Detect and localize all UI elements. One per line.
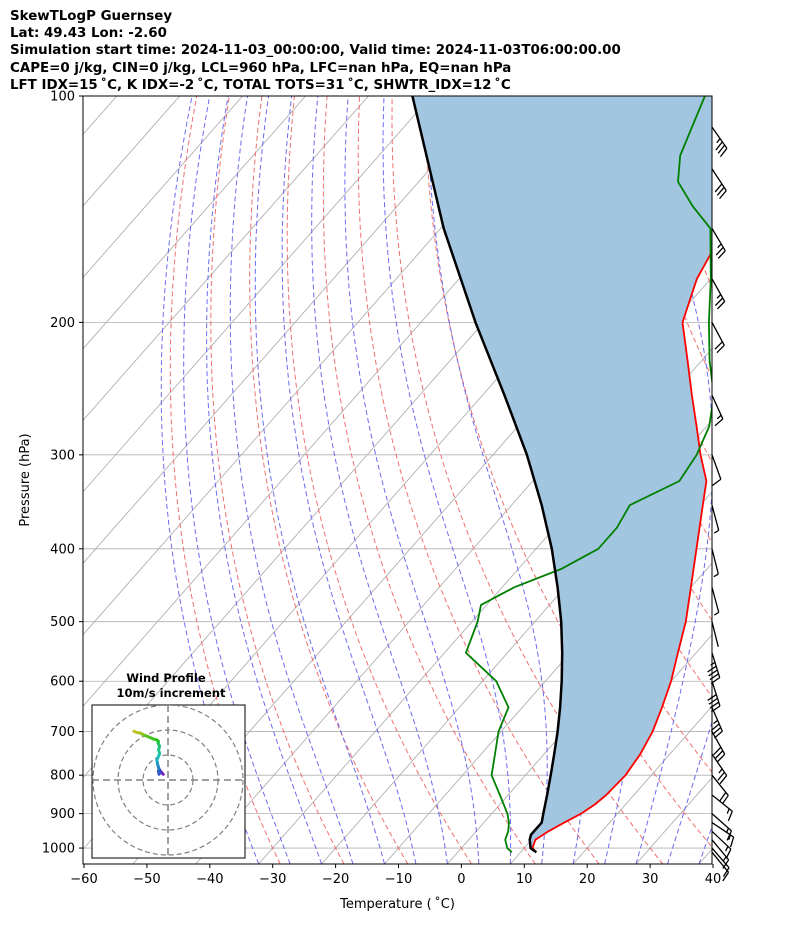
isotherm (83, 96, 432, 493)
moist-adiabat (183, 96, 291, 864)
wind-barb (711, 278, 726, 310)
dry-adiabat (391, 96, 664, 864)
wind-barb (711, 548, 719, 578)
moist-adiabat (635, 96, 712, 864)
y-tick-label: 600 (50, 675, 75, 690)
wind-barb (711, 839, 730, 869)
x-tick-label: −20 (322, 872, 349, 887)
y-axis-label: Pressure (hPa) (18, 433, 33, 526)
wind-barb (711, 168, 727, 200)
hodograph-segment (132, 729, 139, 734)
plot-frame (82, 95, 713, 865)
moist-adiabat (281, 96, 417, 864)
wind-barb (711, 228, 726, 259)
wind-barb (711, 621, 719, 648)
moist-adiabat (344, 96, 480, 864)
time-line: Simulation start time: 2024-11-03_00:00:… (10, 43, 621, 59)
wind-barb (711, 813, 733, 841)
wind-barb (711, 322, 725, 354)
x-axis-label: Temperature ( ˚C) (339, 896, 455, 912)
dry-adiabat (249, 96, 409, 864)
parcel-area (412, 96, 712, 853)
chart-title: SkewTLogP Guernsey (10, 9, 173, 24)
moist-adiabat (698, 825, 712, 864)
wind-barb (707, 652, 721, 685)
location-line: Lat: 49.43 Lon: -2.60 (10, 26, 167, 42)
wind-barb (711, 753, 728, 785)
wind-barb (707, 681, 721, 713)
wind-barb (711, 505, 720, 534)
chart-header: SkewTLogP Guernsey Lat: 49.43 Lon: -2.60… (10, 8, 621, 94)
y-tick-label: 300 (50, 448, 75, 463)
x-tick-label: −10 (385, 872, 412, 887)
moist-adiabat (427, 96, 548, 864)
dry-adiabat (718, 96, 794, 864)
isotherm (698, 848, 712, 864)
y-tick-label: 200 (50, 316, 75, 331)
indices-line: LFT IDX=15 ˚C, K IDX=-2 ˚C, TOTAL TOTS=3… (10, 77, 511, 93)
isotherm (83, 96, 306, 350)
isotherm (572, 705, 712, 864)
moist-adiabat (667, 720, 712, 864)
moist-adiabat (311, 96, 448, 864)
wind-barb (711, 395, 724, 427)
dry-adiabat (210, 96, 345, 864)
cape-line: CAPE=0 j/kg, CIN=0 j/kg, LCL=960 hPa, LF… (10, 60, 512, 76)
y-tick-label: 1000 (42, 842, 75, 857)
isotherm (83, 96, 495, 564)
wind-barb (711, 794, 733, 822)
dry-adiabat (169, 96, 281, 864)
y-tick-label: 400 (50, 542, 75, 557)
inset-subtitle: 10m/s increment (117, 686, 226, 700)
x-tick-label: −30 (259, 872, 286, 887)
wind-barb (710, 707, 723, 739)
x-tick-label: 0 (457, 872, 465, 887)
x-tick-label: −40 (196, 872, 223, 887)
isotherm (762, 96, 794, 864)
y-tick-label: 700 (50, 725, 75, 740)
x-tick-label: 40 (705, 872, 722, 887)
dry-adiabat (750, 96, 794, 864)
y-tick-label: 100 (50, 90, 75, 105)
moist-adiabat (254, 96, 385, 864)
wind-barb (711, 830, 732, 859)
series-line (464, 96, 712, 853)
series-line (411, 96, 564, 854)
y-tick-label: 800 (50, 769, 75, 784)
wind-barb (711, 851, 730, 882)
y-tick-label: 500 (50, 615, 75, 630)
x-tick-label: 30 (642, 872, 659, 887)
isotherm (83, 96, 243, 278)
x-tick-label: 20 (579, 872, 596, 887)
moist-adiabat (206, 96, 323, 864)
inset-title: Wind Profile (126, 671, 206, 685)
wind-barb (711, 774, 729, 805)
x-tick-label: −60 (70, 872, 97, 887)
y-tick-label: 900 (50, 807, 75, 822)
dry-adiabat (322, 96, 536, 864)
x-tick-label: 10 (516, 872, 533, 887)
isotherm (83, 96, 369, 421)
x-tick-label: −50 (133, 872, 160, 887)
series-line (531, 249, 712, 853)
moist-adiabat (229, 96, 354, 864)
wind-barb (711, 126, 728, 158)
wind-barb (711, 454, 722, 487)
wind-barb (711, 731, 726, 763)
wind-barb (711, 587, 720, 616)
